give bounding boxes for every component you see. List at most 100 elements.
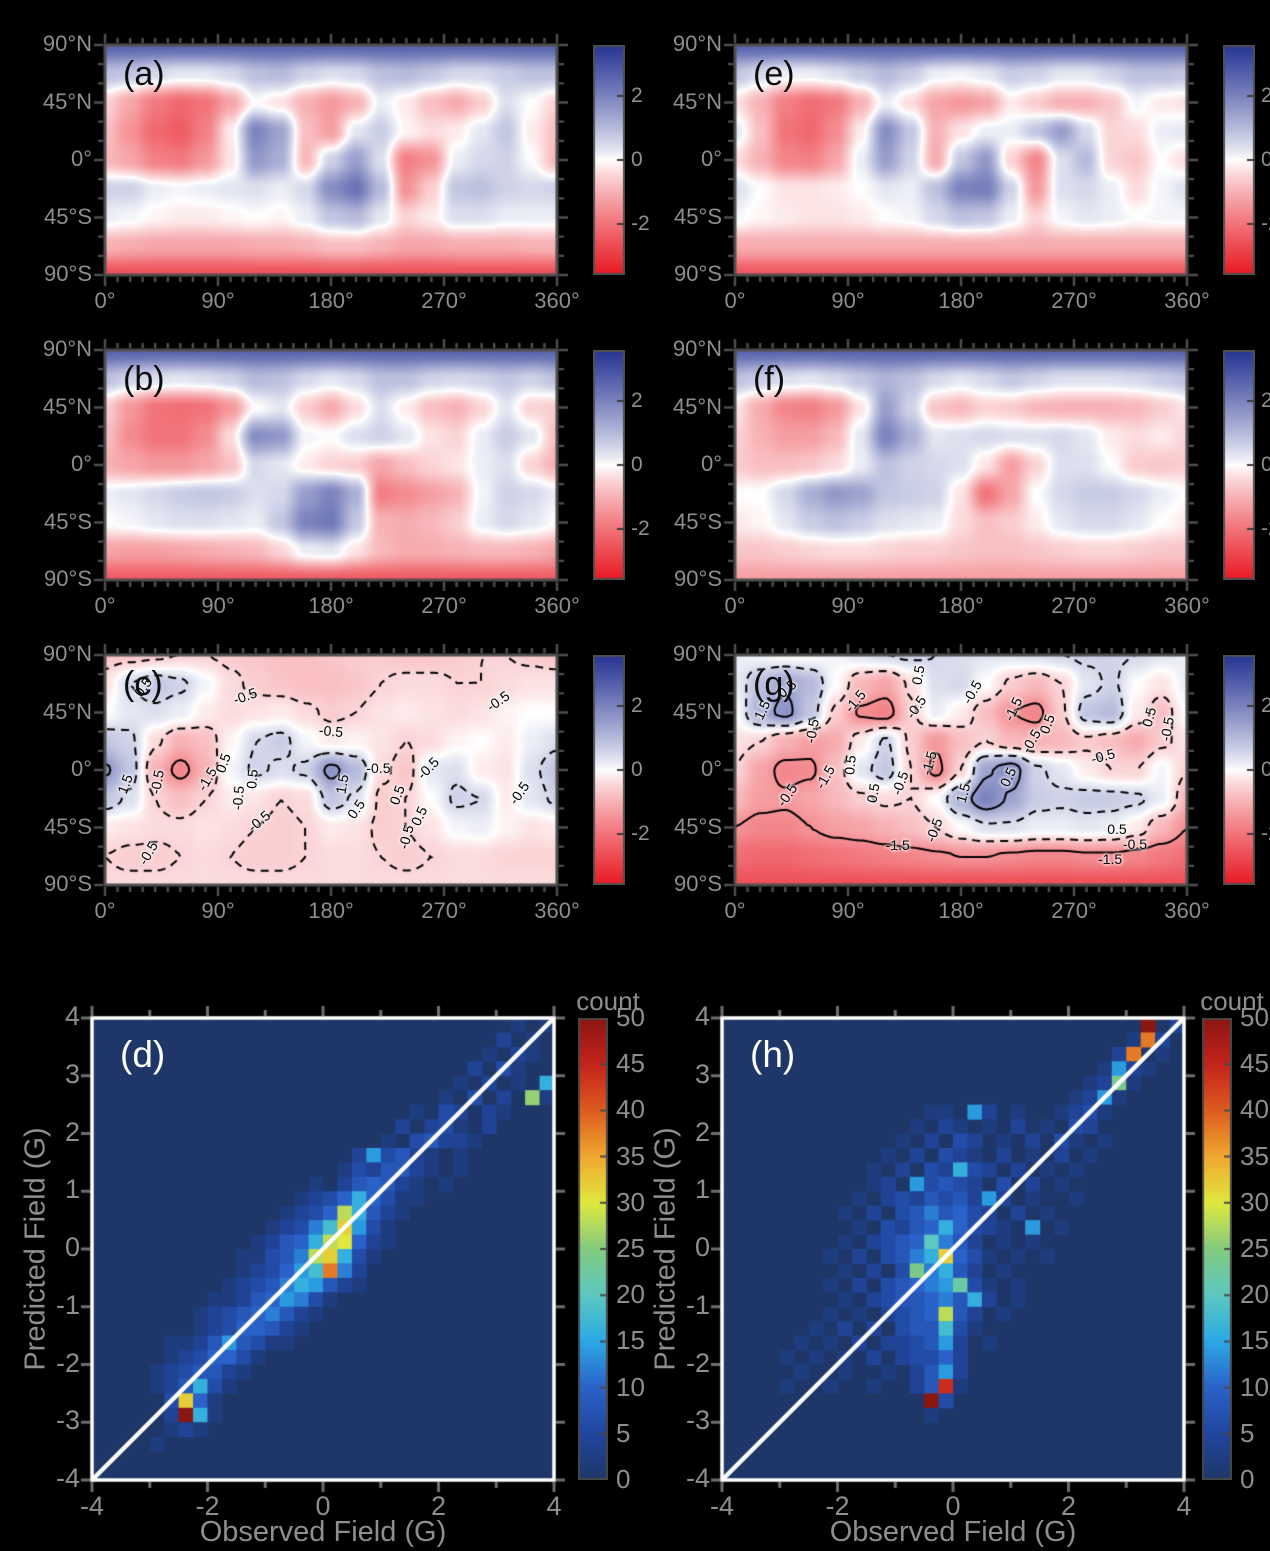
panel-d-colorbar-tick-35: 35 bbox=[616, 1140, 645, 1171]
panel-a-y-tick-45°N: 45°N bbox=[42, 88, 92, 114]
panel-d-colorbar-tick-0: 0 bbox=[616, 1464, 631, 1494]
panel-h-x-tick-4: 4 bbox=[1176, 1491, 1192, 1521]
panel-e-x-tick-90°: 90° bbox=[831, 288, 865, 313]
panel-b-colorbar-tick-0: 0 bbox=[631, 453, 643, 476]
panel-d-x-tick-2: 2 bbox=[430, 1491, 447, 1521]
panel-d-y-tick--4: -4 bbox=[55, 1463, 80, 1493]
panel-e-x-tick-270°: 270° bbox=[1051, 288, 1097, 313]
panel-f-colorbar-tick--2: -2 bbox=[1261, 516, 1270, 540]
panel-b-x-tick-180°: 180° bbox=[308, 593, 354, 618]
panel-e-y-tick-0°: 0° bbox=[700, 146, 722, 171]
panel-d-x-tick-4: 4 bbox=[546, 1491, 562, 1521]
panel-h-colorbar-tick-15: 15 bbox=[1240, 1325, 1269, 1356]
panel-c-colorbar-tick-2: 2 bbox=[631, 694, 643, 718]
panel-a-map-canvas bbox=[93, 33, 569, 287]
panel-h-y-tick--2: -2 bbox=[685, 1347, 710, 1378]
panel-a-x-tick-270°: 270° bbox=[421, 288, 467, 313]
panel-g-x-tick-0°: 0° bbox=[724, 898, 746, 923]
panel-b-x-tick-270°: 270° bbox=[421, 593, 467, 618]
panel-a-x-tick-0°: 0° bbox=[94, 288, 116, 313]
panel-a-y-tick-90°S: 90°S bbox=[44, 261, 92, 286]
panel-e-x-tick-360°: 360° bbox=[1164, 288, 1210, 313]
panel-g-contour-label-22: -1.5 bbox=[885, 836, 910, 853]
panel-d-count-colorbar bbox=[578, 1018, 608, 1480]
panel-a-x-tick-90°: 90° bbox=[201, 288, 235, 313]
panel-f-x-tick-180°: 180° bbox=[938, 593, 984, 618]
panel-c-x-tick-360°: 360° bbox=[534, 898, 580, 923]
panel-c-letter: (c) bbox=[123, 665, 163, 703]
panel-d-y-tick--2: -2 bbox=[55, 1347, 80, 1378]
panel-h-y-tick--1: -1 bbox=[685, 1289, 710, 1320]
panel-h-hist-canvas bbox=[708, 1004, 1198, 1494]
panel-e-x-tick-180°: 180° bbox=[938, 288, 984, 313]
panel-h-y-tick-2: 2 bbox=[694, 1116, 710, 1147]
panel-c-y-tick-90°N: 90°N bbox=[42, 641, 92, 666]
panel-g-x-tick-90°: 90° bbox=[831, 898, 865, 923]
panel-a-x-tick-180°: 180° bbox=[308, 288, 354, 313]
panel-a-y-tick-45°S: 45°S bbox=[44, 203, 92, 229]
panel-a-x-tick-360°: 360° bbox=[534, 288, 580, 313]
panel-f-x-tick-90°: 90° bbox=[831, 593, 865, 618]
panel-d-x-axis-title: Observed Field (G) bbox=[199, 1516, 447, 1548]
panel-a-colorbar-tick--2: -2 bbox=[631, 211, 650, 235]
panel-c-x-tick-90°: 90° bbox=[201, 898, 235, 923]
panel-d-hist-canvas bbox=[78, 1004, 568, 1494]
panel-g-y-tick-0°: 0° bbox=[700, 756, 722, 781]
panel-h-count-colorbar bbox=[1202, 1018, 1232, 1480]
panel-f-map-canvas bbox=[723, 338, 1199, 592]
panel-d-y-tick-4: 4 bbox=[64, 1001, 80, 1031]
panel-g-colorbar-tick--2: -2 bbox=[1261, 821, 1270, 845]
panel-c-colorbar-tick--2: -2 bbox=[631, 821, 650, 845]
panel-d-letter: (d) bbox=[120, 1034, 166, 1075]
panel-h-colorbar-tick-0: 0 bbox=[1240, 1464, 1255, 1494]
panel-c-colorbar bbox=[593, 655, 625, 885]
panel-c-y-tick-45°N: 45°N bbox=[42, 698, 92, 724]
panel-g-x-tick-270°: 270° bbox=[1051, 898, 1097, 923]
panel-g-contour-label-14: 0.5 bbox=[841, 754, 860, 776]
panel-g-contour-label-24: -0.5 bbox=[1122, 835, 1148, 852]
panel-d-colorbar-tick-20: 20 bbox=[616, 1279, 645, 1310]
panel-b-letter: (b) bbox=[123, 360, 165, 398]
panel-e-map-canvas bbox=[723, 33, 1199, 287]
panel-c-x-tick-270°: 270° bbox=[421, 898, 467, 923]
panel-g-x-tick-360°: 360° bbox=[1164, 898, 1210, 923]
panel-b-y-tick-45°N: 45°N bbox=[42, 393, 92, 419]
panel-h-y-tick--3: -3 bbox=[685, 1405, 710, 1436]
panel-d-colorbar-title: count bbox=[576, 986, 640, 1016]
panel-d-y-tick--3: -3 bbox=[55, 1405, 80, 1436]
panel-e-colorbar-tick-2: 2 bbox=[1261, 84, 1270, 108]
panel-c-colorbar-tick-0: 0 bbox=[631, 758, 643, 781]
panel-h-y-tick--4: -4 bbox=[685, 1463, 710, 1493]
panel-f-y-tick-0°: 0° bbox=[700, 451, 722, 476]
panel-f-x-tick-0°: 0° bbox=[724, 593, 746, 618]
panel-g-contour-label-25: -1.5 bbox=[1098, 850, 1123, 867]
panel-h-x-axis-title: Observed Field (G) bbox=[829, 1516, 1077, 1548]
panel-h-colorbar-title: count bbox=[1200, 986, 1264, 1016]
panel-h-colorbar-tick-50: 50 bbox=[1240, 1002, 1269, 1032]
panel-h-x-tick--4: -4 bbox=[709, 1491, 734, 1521]
panel-c-contour-label-9: 0.5 bbox=[243, 768, 261, 790]
panel-d-y-tick-0: 0 bbox=[64, 1232, 80, 1262]
panel-h-colorbar-tick-40: 40 bbox=[1240, 1094, 1269, 1125]
panel-g-y-tick-90°N: 90°N bbox=[672, 641, 722, 666]
panel-h-x-tick-0: 0 bbox=[945, 1491, 961, 1521]
panel-c-contour-label-12: -0.5 bbox=[366, 759, 391, 776]
panel-e-colorbar-tick-0: 0 bbox=[1261, 148, 1270, 171]
panel-b-x-tick-360°: 360° bbox=[534, 593, 580, 618]
panel-c-y-tick-45°S: 45°S bbox=[44, 813, 92, 839]
panel-e-x-tick-0°: 0° bbox=[724, 288, 746, 313]
panel-d-colorbar-tick-15: 15 bbox=[616, 1325, 645, 1356]
panel-f-colorbar bbox=[1223, 350, 1255, 580]
panel-e-letter: (e) bbox=[753, 55, 795, 93]
panel-h-colorbar-tick-10: 10 bbox=[1240, 1371, 1269, 1402]
panel-h-x-tick-2: 2 bbox=[1060, 1491, 1077, 1521]
panel-f-y-tick-90°S: 90°S bbox=[674, 566, 722, 591]
panel-h-x-tick--2: -2 bbox=[825, 1491, 850, 1521]
panel-g-colorbar-tick-0: 0 bbox=[1261, 758, 1270, 781]
panel-b-y-tick-45°S: 45°S bbox=[44, 508, 92, 534]
panel-f-y-tick-45°S: 45°S bbox=[674, 508, 722, 534]
panel-h-colorbar-tick-25: 25 bbox=[1240, 1233, 1269, 1263]
panel-d-colorbar-tick-30: 30 bbox=[616, 1186, 645, 1217]
panel-h-y-tick-4: 4 bbox=[694, 1001, 710, 1031]
